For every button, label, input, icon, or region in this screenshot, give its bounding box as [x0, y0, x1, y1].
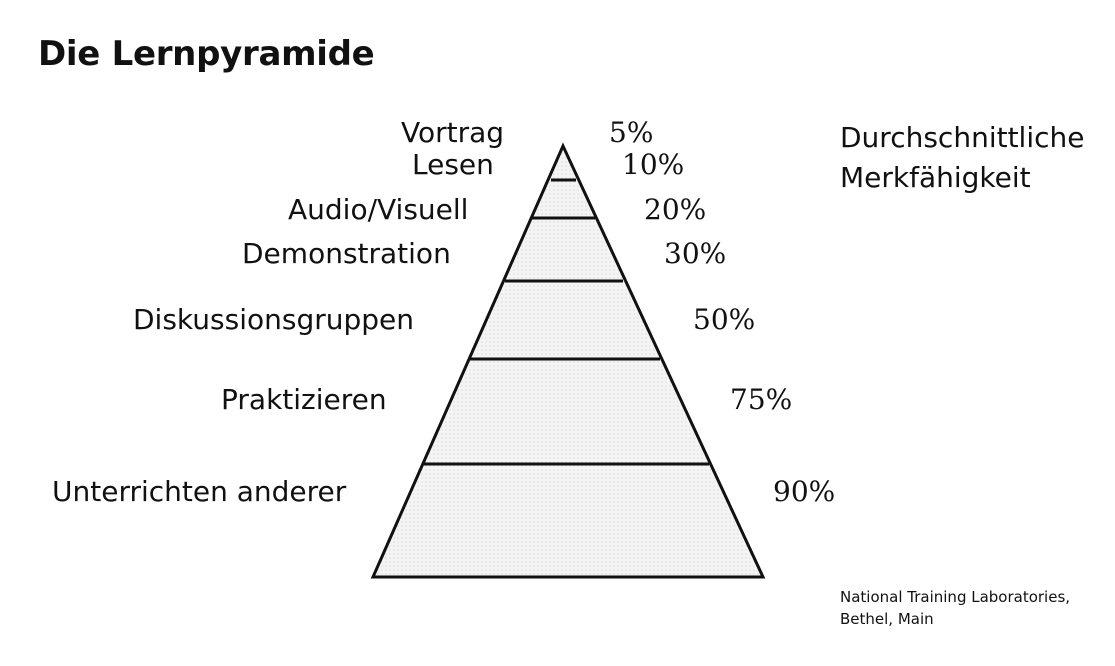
level-value-demonstration: 30%	[664, 237, 727, 270]
source-line: Bethel, Main	[840, 610, 934, 628]
source-line: National Training Laboratories,	[840, 588, 1071, 606]
level-label-diskussionsgruppen: Diskussionsgruppen	[133, 303, 414, 336]
level-value-vortrag: 5%	[609, 116, 654, 149]
level-label-vortrag: Vortrag	[401, 116, 505, 149]
level-label-unterrichten: Unterrichten anderer	[52, 475, 347, 508]
level-label-demonstration: Demonstration	[242, 237, 451, 270]
level-label-audio-visuell: Audio/Visuell	[288, 193, 469, 226]
legend-heading: Durchschnittliche Merkfähigkeit	[840, 118, 1084, 198]
page-title: Die Lernpyramide	[38, 34, 375, 74]
level-label-lesen: Lesen	[412, 148, 494, 181]
level-value-unterrichten: 90%	[773, 475, 836, 508]
level-value-lesen: 10%	[622, 148, 685, 181]
level-label-praktizieren: Praktizieren	[221, 383, 387, 416]
legend-heading-line: Merkfähigkeit	[840, 161, 1031, 194]
level-value-diskussionsgruppen: 50%	[693, 303, 756, 336]
source-note: National Training Laboratories, Bethel, …	[840, 586, 1070, 630]
pyramid-outline	[370, 142, 766, 579]
level-value-audio-visuell: 20%	[644, 193, 707, 226]
legend-heading-line: Durchschnittliche	[840, 121, 1085, 154]
level-value-praktizieren: 75%	[730, 383, 793, 416]
